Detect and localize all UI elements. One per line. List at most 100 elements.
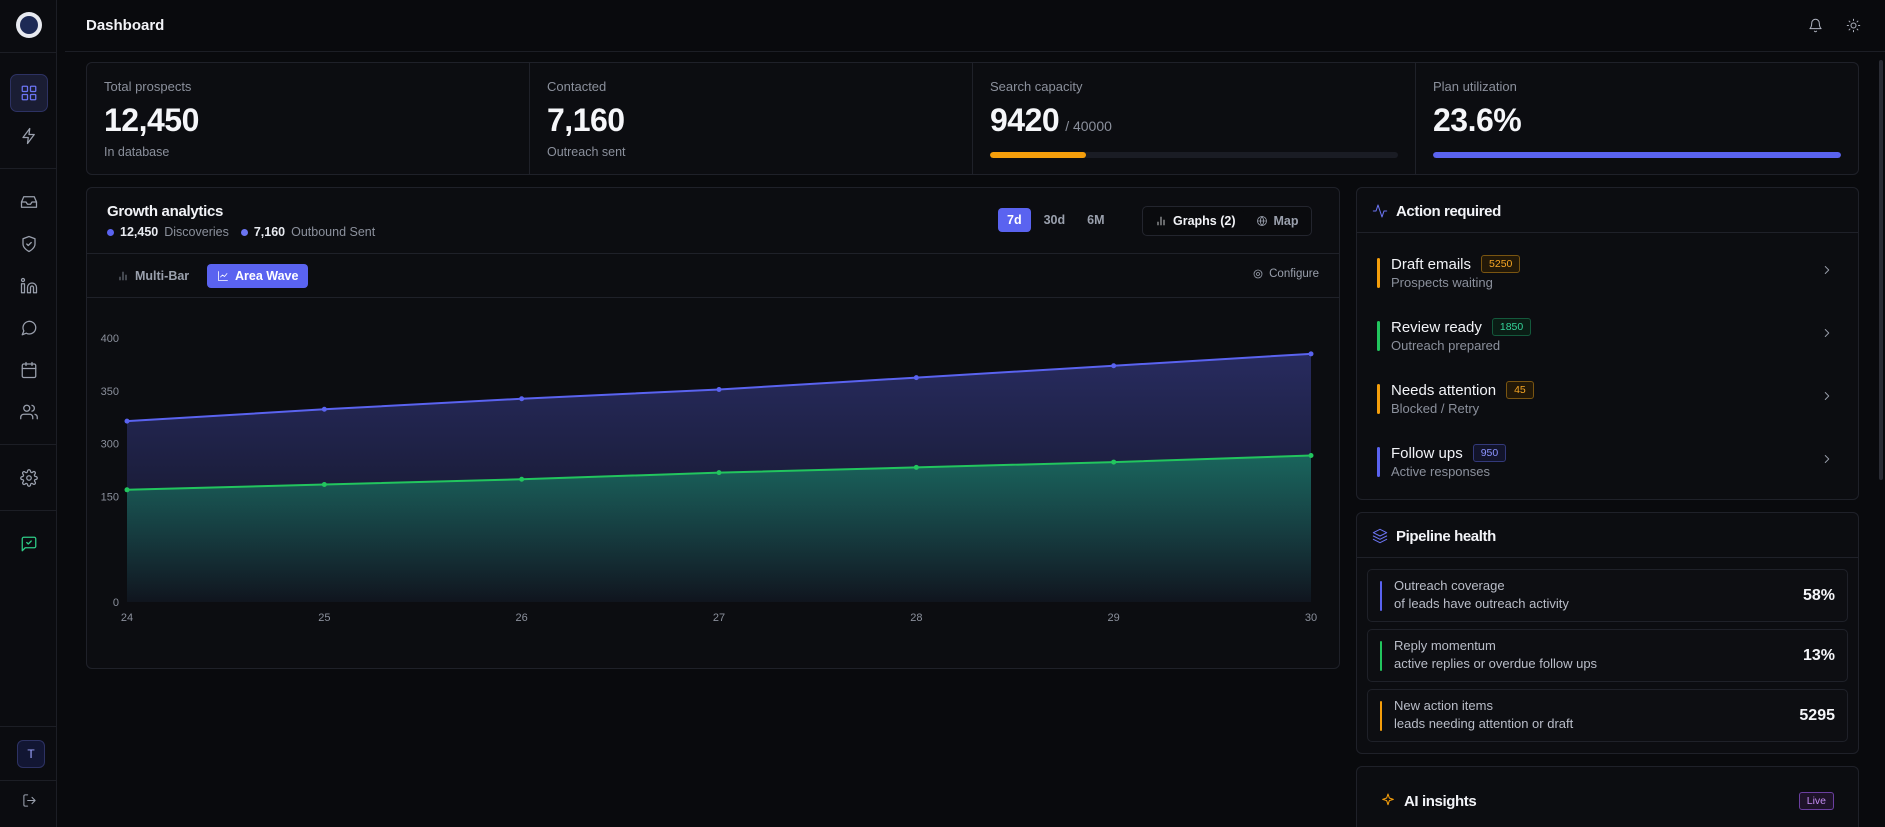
avatar[interactable]: T bbox=[17, 740, 45, 768]
nav-dashboard[interactable] bbox=[10, 74, 48, 112]
nav-settings[interactable] bbox=[10, 459, 48, 497]
progress-fill bbox=[1433, 152, 1841, 158]
nav-security[interactable] bbox=[10, 225, 48, 263]
bar-chart-icon bbox=[1157, 216, 1165, 226]
scrollbar[interactable] bbox=[1879, 60, 1883, 480]
card-title: Pipeline health bbox=[1396, 528, 1496, 545]
layers-icon bbox=[1372, 528, 1388, 544]
action-item[interactable]: Follow ups 950 Active responses bbox=[1377, 440, 1838, 490]
range-6m-button[interactable]: 6M bbox=[1087, 213, 1105, 227]
action-sub: Outreach prepared bbox=[1391, 338, 1501, 353]
chart-legend: 12,450 Discoveries 7,160 Outbound Sent bbox=[107, 225, 375, 239]
nav-automation[interactable] bbox=[10, 117, 48, 155]
data-point bbox=[913, 464, 919, 470]
nav-inbox[interactable] bbox=[10, 183, 48, 221]
legend-label: Outbound Sent bbox=[291, 225, 376, 239]
growth-analytics-card: Growth analytics 12,450 Discoveries 7,16… bbox=[86, 187, 1340, 669]
y-tick-label: 350 bbox=[101, 386, 119, 398]
progress-fill bbox=[990, 152, 1087, 158]
sidebar: T bbox=[0, 0, 57, 827]
nav-whatsapp[interactable] bbox=[10, 309, 48, 347]
data-point bbox=[716, 386, 722, 392]
action-item[interactable]: Review ready 1850 Outreach prepared bbox=[1377, 314, 1838, 364]
nav-linkedin[interactable] bbox=[10, 267, 48, 305]
app-logo[interactable] bbox=[16, 12, 42, 38]
bolt-icon bbox=[22, 127, 35, 145]
legend-dot bbox=[107, 228, 114, 236]
metric-value: 5295 bbox=[1799, 707, 1835, 724]
line-chart-icon bbox=[218, 271, 228, 281]
progress-bar bbox=[990, 152, 1398, 158]
stats-row: Total prospects 12,450 In database Conta… bbox=[86, 62, 1859, 175]
map-view-button[interactable]: Map bbox=[1248, 209, 1307, 233]
card-title: Growth analytics bbox=[107, 203, 224, 220]
health-metric: Outreach coverage of leads have outreach… bbox=[1367, 569, 1848, 622]
action-item[interactable]: Draft emails 5250 Prospects waiting bbox=[1377, 251, 1838, 301]
action-sub: Active responses bbox=[1391, 464, 1490, 479]
accent-bar bbox=[1377, 321, 1380, 351]
legend-value: 12,450 bbox=[120, 225, 159, 239]
bell-icon bbox=[1808, 18, 1822, 32]
range-7d-button[interactable]: 7d bbox=[998, 208, 1031, 232]
action-sub: Blocked / Retry bbox=[1391, 401, 1480, 416]
card-header: Growth analytics 12,450 Discoveries 7,16… bbox=[87, 188, 1339, 254]
metric-title: Reply momentum bbox=[1394, 638, 1496, 653]
y-tick-label: 300 bbox=[101, 439, 119, 451]
message-square-icon bbox=[21, 536, 37, 552]
tab-area-wave[interactable]: Area Wave bbox=[207, 264, 309, 288]
chevron-right-icon bbox=[1820, 452, 1834, 466]
y-tick-label: 400 bbox=[101, 333, 119, 345]
bar-chart-icon bbox=[119, 271, 127, 281]
x-tick-label: 27 bbox=[713, 612, 725, 624]
divider bbox=[0, 168, 57, 169]
stat-value: 9420 bbox=[990, 102, 1060, 138]
stat-sub: Outreach sent bbox=[547, 145, 626, 159]
nav-calendar[interactable] bbox=[10, 351, 48, 389]
nav-feedback[interactable] bbox=[10, 525, 48, 563]
stat-label: Plan utilization bbox=[1433, 79, 1517, 94]
stat-value: 23.6% bbox=[1433, 102, 1522, 138]
x-tick-label: 30 bbox=[1305, 612, 1317, 624]
graphs-view-button[interactable]: Graphs (2) bbox=[1147, 209, 1244, 233]
data-point bbox=[519, 396, 525, 402]
data-point bbox=[913, 375, 919, 381]
legend-item: 12,450 Discoveries bbox=[107, 225, 229, 239]
metric-value: 58% bbox=[1802, 587, 1835, 604]
range-selector: 7d 30d 6M bbox=[998, 208, 1114, 232]
theme-toggle[interactable] bbox=[1842, 14, 1864, 36]
card-header: Action required bbox=[1357, 188, 1858, 233]
metric-title: Outreach coverage bbox=[1394, 578, 1505, 593]
accent-bar bbox=[1377, 447, 1380, 477]
calendar-icon bbox=[21, 361, 37, 379]
action-title-row: Review ready 1850 bbox=[1391, 318, 1532, 336]
stat-sub: In database bbox=[104, 145, 170, 159]
accent-bar bbox=[1380, 701, 1382, 731]
health-metric: Reply momentum active replies or overdue… bbox=[1367, 629, 1848, 682]
tab-multi-bar[interactable]: Multi-Bar bbox=[107, 264, 199, 288]
action-title-row: Follow ups 950 bbox=[1391, 444, 1507, 462]
configure-button[interactable]: Configure bbox=[1252, 268, 1319, 280]
view-switcher: Graphs (2) Map bbox=[1142, 206, 1312, 236]
count-badge: 5250 bbox=[1481, 255, 1521, 273]
metric-sub: leads needing attention or draft bbox=[1394, 716, 1574, 731]
stat-value: 12,450 bbox=[104, 102, 199, 138]
notifications-button[interactable] bbox=[1804, 14, 1826, 36]
x-tick-label: 29 bbox=[1108, 612, 1120, 624]
range-30d-button[interactable]: 30d bbox=[1043, 213, 1066, 227]
shield-icon bbox=[22, 235, 36, 253]
nav-contacts[interactable] bbox=[10, 393, 48, 431]
gear-icon bbox=[1253, 269, 1263, 279]
action-sub: Prospects waiting bbox=[1391, 275, 1493, 290]
count-badge: 950 bbox=[1472, 444, 1507, 462]
data-point bbox=[716, 470, 722, 476]
whatsapp-icon bbox=[21, 320, 37, 336]
card-header: Pipeline health bbox=[1357, 513, 1858, 558]
gear-icon bbox=[20, 469, 38, 487]
x-tick-label: 25 bbox=[318, 612, 330, 624]
data-point bbox=[1111, 459, 1117, 465]
accent-bar bbox=[1380, 581, 1382, 611]
stat-total-prospects: Total prospects 12,450 In database bbox=[87, 63, 530, 174]
logout-button[interactable] bbox=[10, 781, 48, 819]
action-item[interactable]: Needs attention 45 Blocked / Retry bbox=[1377, 377, 1838, 427]
action-title-row: Draft emails 5250 bbox=[1391, 255, 1521, 273]
